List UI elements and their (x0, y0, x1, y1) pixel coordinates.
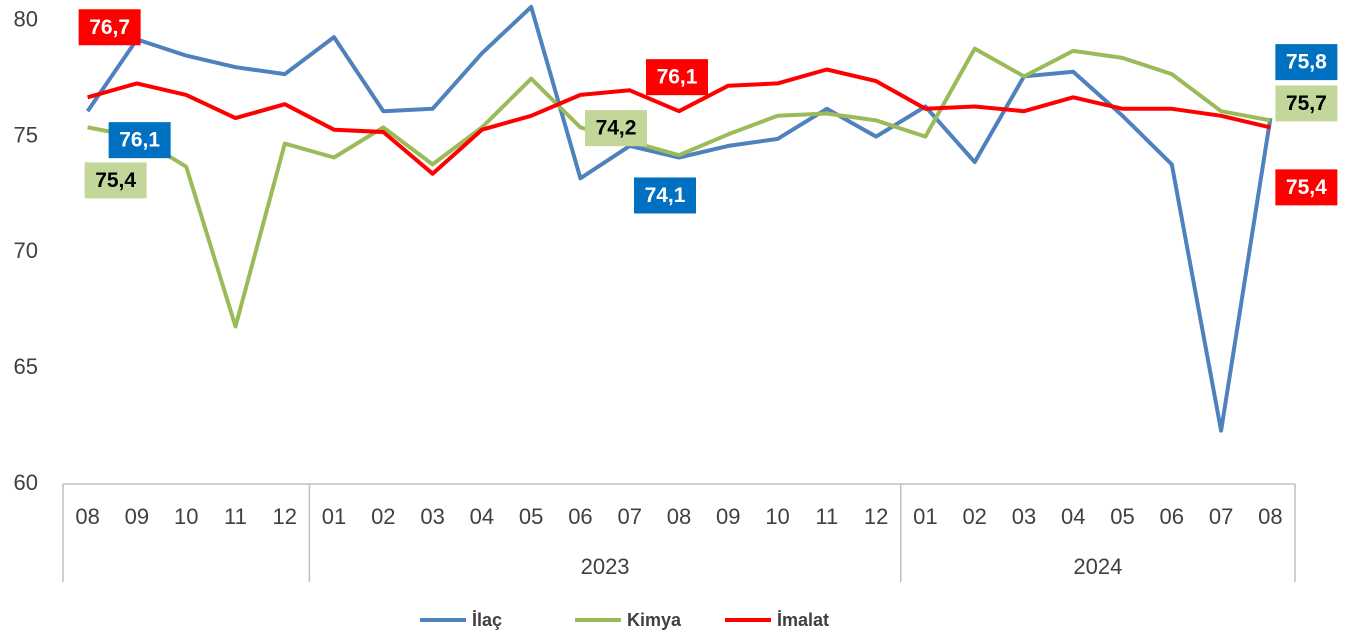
series-line (85, 4, 1273, 433)
x-tick-label: 08 (667, 504, 691, 529)
value-label-box (108, 122, 171, 159)
value-label: 75,8 (1286, 51, 1327, 74)
series-line (87, 46, 1271, 329)
value-label-box (1275, 85, 1338, 122)
series-line (87, 67, 1271, 176)
x-tick-label: 01 (322, 504, 346, 529)
value-label-box (1275, 44, 1338, 81)
x-tick-label: 12 (273, 504, 297, 529)
value-label: 74,2 (596, 117, 637, 140)
x-tick-label: 05 (519, 504, 543, 529)
value-label: 74,1 (645, 184, 686, 207)
x-tick-label: 08 (75, 504, 99, 529)
group-label: 2023 (581, 554, 630, 579)
x-tick-label: 03 (420, 504, 444, 529)
x-tick-label: 08 (1258, 504, 1282, 529)
y-tick-label: 65 (14, 354, 38, 379)
legend-label: İlaç (472, 610, 502, 630)
x-tick-label: 07 (617, 504, 641, 529)
x-tick-label: 03 (1012, 504, 1036, 529)
x-tick-label: 06 (1160, 504, 1184, 529)
x-tick-label: 11 (224, 504, 247, 529)
x-tick-label: 07 (1209, 504, 1233, 529)
value-label: 75,4 (95, 169, 136, 192)
legend-label: İmalat (777, 610, 829, 630)
x-tick-label: 10 (174, 504, 198, 529)
x-tick-label: 09 (125, 504, 149, 529)
x-tick-label: 10 (765, 504, 789, 529)
x-tick-label: 09 (716, 504, 740, 529)
x-tick-label: 11 (815, 504, 838, 529)
value-label: 75,4 (1286, 176, 1327, 199)
value-label: 76,7 (89, 16, 130, 39)
value-label: 76,1 (119, 129, 160, 152)
y-tick-label: 80 (14, 7, 38, 32)
x-tick-label: 06 (568, 504, 592, 529)
x-tick-label: 04 (470, 504, 494, 529)
x-tick-label: 01 (913, 504, 937, 529)
value-label-box (84, 162, 147, 199)
y-tick-label: 70 (14, 238, 38, 263)
value-label-box (78, 9, 141, 46)
value-label: 75,7 (1286, 92, 1327, 115)
x-tick-label: 12 (864, 504, 888, 529)
value-label-box (1275, 169, 1338, 206)
x-tick-label: 02 (962, 504, 986, 529)
y-tick-label: 75 (14, 122, 38, 147)
value-label-box (646, 59, 708, 96)
x-tick-label: 05 (1110, 504, 1134, 529)
y-tick-label: 60 (14, 470, 38, 495)
x-tick-label: 02 (371, 504, 395, 529)
value-label: 76,1 (657, 66, 698, 89)
value-label-box (585, 110, 647, 147)
x-tick-label: 04 (1061, 504, 1085, 529)
value-label-box (634, 177, 696, 214)
group-label: 2024 (1073, 554, 1122, 579)
legend-label: Kimya (627, 610, 682, 630)
